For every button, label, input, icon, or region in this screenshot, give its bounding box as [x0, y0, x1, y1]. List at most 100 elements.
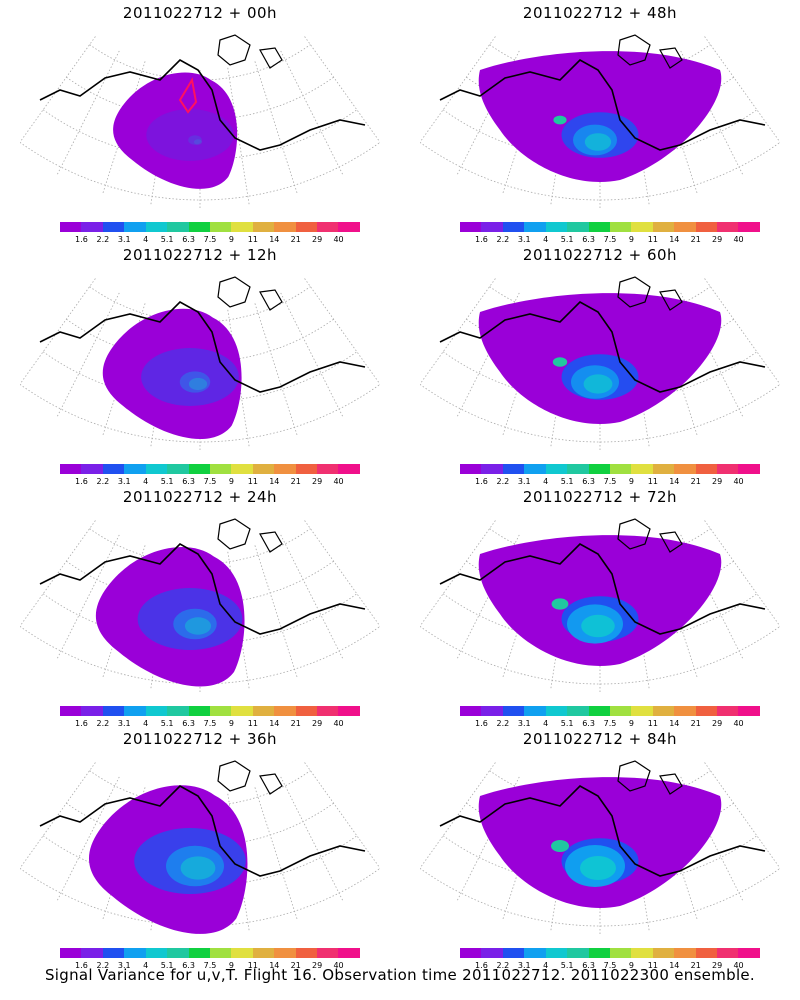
- colorbar-swatch: [609, 706, 632, 716]
- colorbar-swatch: [60, 222, 82, 232]
- colorbar-swatch: [102, 222, 125, 232]
- coastline: [439, 59, 766, 151]
- colorbar-tick-label: 4: [143, 719, 149, 728]
- colorbar-tick-label: 6.3: [582, 961, 595, 970]
- colorbar-swatch: [295, 464, 318, 474]
- colorbar-tick-label: 14: [269, 719, 280, 728]
- colorbar-swatch: [567, 464, 589, 474]
- coastline: [39, 301, 366, 393]
- colorbar-swatch: [738, 464, 760, 474]
- colorbar-swatch: [652, 948, 675, 958]
- coastline: [439, 543, 766, 635]
- colorbar-tick-label: 5.1: [160, 235, 174, 244]
- colorbar-tick-label: 2.2: [96, 961, 110, 970]
- colorbar-swatch: [567, 706, 589, 716]
- colorbar-swatch: [588, 464, 610, 474]
- colorbar-tick-label: 4: [143, 961, 149, 970]
- colorbar-tick-label: 4: [143, 235, 149, 244]
- colorbar-tick-label: 9: [228, 235, 234, 244]
- coastline: [39, 785, 366, 877]
- colorbar-tick-label: 14: [269, 235, 280, 244]
- colorbar-swatch: [631, 464, 653, 474]
- colorbar-swatch: [209, 948, 232, 958]
- colorbar-tick-label: 21: [290, 235, 301, 244]
- colorbar-tick-label: 3.1: [517, 719, 531, 728]
- colorbar-swatch: [188, 948, 210, 958]
- colorbar-swatch: [631, 948, 653, 958]
- colorbar-tick-label: 5.1: [160, 719, 174, 728]
- colorbar-tick-label: 29: [712, 719, 723, 728]
- colorbar-swatch: [524, 706, 546, 716]
- arctic-islands: [217, 34, 283, 69]
- polar-map: [420, 34, 780, 210]
- arctic-islands: [617, 760, 683, 795]
- colorbar-tick-label: 29: [312, 719, 323, 728]
- colorbar-labels: 1.6 2.2 3.1 4 5.1 6.3 7.5 9 11 14 21 29 40: [60, 719, 360, 729]
- colorbar-swatch: [717, 222, 739, 232]
- colorbar: [460, 706, 760, 716]
- coastline: [39, 59, 366, 151]
- arctic-islands: [217, 760, 283, 795]
- colorbar-swatch: [674, 706, 696, 716]
- colorbar-swatch: [652, 706, 675, 716]
- colorbar-tick-label: 11: [247, 235, 258, 244]
- colorbar-swatch: [338, 706, 360, 716]
- colorbar-swatch: [188, 464, 210, 474]
- colorbar-tick-label: 4: [543, 235, 549, 244]
- colorbar-tick-label: 7.5: [603, 235, 617, 244]
- colorbar-tick-label: 7.5: [603, 477, 617, 486]
- colorbar-swatch: [631, 706, 653, 716]
- colorbar-swatch: [295, 948, 318, 958]
- colorbar-tick-label: 2.2: [96, 719, 110, 728]
- colorbar-swatch: [209, 464, 232, 474]
- colorbar-swatch: [124, 948, 146, 958]
- colorbar-swatch: [695, 222, 718, 232]
- colorbar-swatch: [609, 464, 632, 474]
- colorbar-swatch: [60, 706, 82, 716]
- colorbar-swatch: [60, 464, 82, 474]
- colorbar-tick-label: 21: [690, 235, 701, 244]
- colorbar-tick-label: 21: [290, 477, 301, 486]
- colorbar-labels: 1.6 2.2 3.1 4 5.1 6.3 7.5 9 11 14 21 29 40: [60, 961, 360, 971]
- coastline: [39, 543, 366, 635]
- colorbar-swatch: [674, 464, 696, 474]
- colorbar-tick-label: 2.2: [96, 477, 110, 486]
- colorbar-swatch: [524, 222, 546, 232]
- colorbar-swatch: [209, 706, 232, 716]
- arctic-islands: [617, 276, 683, 311]
- colorbar-tick-label: 40: [333, 477, 344, 486]
- colorbar-tick-label: 1.6: [75, 477, 88, 486]
- colorbar-swatch: [502, 222, 525, 232]
- colorbar-tick-label: 40: [733, 235, 744, 244]
- colorbar-swatch: [524, 464, 546, 474]
- colorbar-tick-label: 9: [628, 477, 634, 486]
- colorbar-tick-label: 11: [247, 477, 258, 486]
- colorbar-tick-label: 40: [333, 719, 344, 728]
- colorbar-tick-label: 2.2: [496, 477, 510, 486]
- colorbar-tick-label: 1.6: [475, 235, 488, 244]
- panel-title: 2011022712 + 60h: [522, 246, 678, 264]
- colorbar-tick-label: 21: [690, 961, 701, 970]
- colorbar-swatch: [460, 222, 482, 232]
- colorbar-swatch: [588, 222, 610, 232]
- colorbar-swatch: [717, 706, 739, 716]
- colorbar-swatch: [81, 222, 103, 232]
- colorbar-swatch: [717, 948, 739, 958]
- colorbar-tick-label: 6.3: [182, 961, 195, 970]
- colorbar-swatch: [609, 222, 632, 232]
- colorbar-swatch: [609, 948, 632, 958]
- colorbar-tick-label: 11: [647, 235, 658, 244]
- colorbar-swatch: [652, 222, 675, 232]
- colorbar-tick-label: 2.2: [496, 719, 510, 728]
- colorbar-swatch: [695, 948, 718, 958]
- colorbar-tick-label: 14: [669, 477, 680, 486]
- polar-map: [20, 276, 380, 452]
- colorbar-swatch: [460, 706, 482, 716]
- colorbar-tick-label: 21: [290, 719, 301, 728]
- colorbar-tick-label: 40: [733, 961, 744, 970]
- colorbar-tick-label: 1.6: [75, 961, 88, 970]
- arctic-islands: [617, 34, 683, 69]
- colorbar-swatch: [124, 464, 146, 474]
- colorbar-labels: 1.6 2.2 3.1 4 5.1 6.3 7.5 9 11 14 21 29 40: [460, 235, 760, 245]
- colorbar-swatch: [317, 222, 339, 232]
